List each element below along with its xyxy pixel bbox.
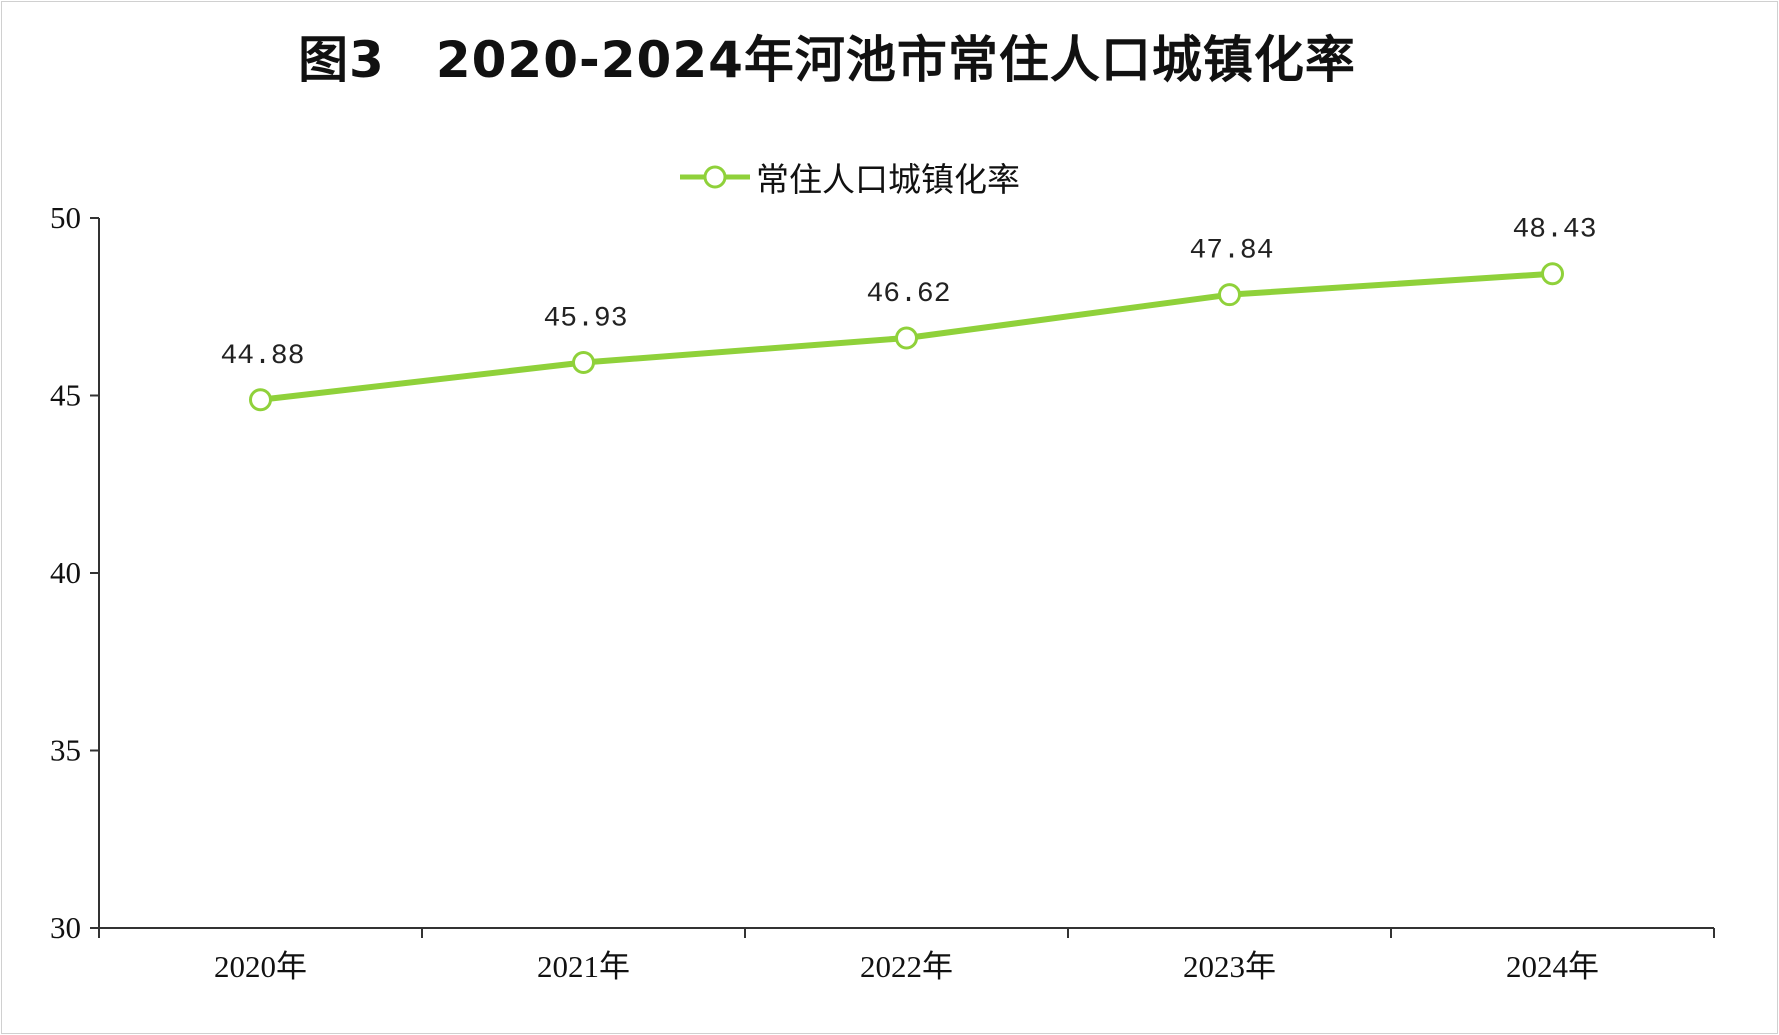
legend-label: 常住人口城镇化率 [756, 160, 1020, 199]
x-tick-label: 2021年 [537, 949, 630, 984]
x-tick-label: 2022年 [860, 949, 953, 984]
y-tick-label: 30 [50, 910, 81, 945]
y-tick-label: 40 [50, 555, 81, 590]
data-point [1218, 283, 1241, 307]
y-tick-label: 35 [50, 733, 81, 768]
legend: 常住人口城镇化率 [678, 152, 1020, 202]
y-tick-label: 45 [50, 378, 81, 413]
data-point [572, 350, 595, 374]
x-tick-label: 2024年 [1506, 949, 1599, 984]
data-label: 48.43 [1512, 215, 1596, 246]
data-label: 47.84 [1189, 236, 1273, 267]
data-point [249, 388, 272, 412]
data-point [895, 326, 918, 350]
data-label: 46.62 [866, 279, 950, 310]
chart-title: 图3 2020-2024年河池市常住人口城镇化率 [298, 31, 1356, 89]
x-tick-label: 2023年 [1183, 949, 1276, 984]
legend-line-marker-icon [680, 165, 750, 189]
data-label: 45.93 [543, 303, 627, 334]
y-tick-label: 50 [50, 200, 81, 235]
x-tick-label: 2020年 [214, 949, 307, 984]
data-point [1541, 262, 1564, 286]
data-label: 44.88 [220, 341, 304, 372]
